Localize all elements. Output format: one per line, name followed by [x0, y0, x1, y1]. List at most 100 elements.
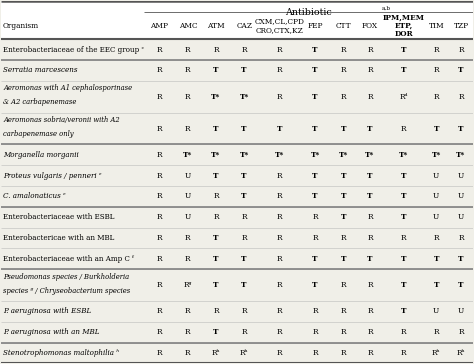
Text: T: T: [213, 328, 219, 336]
Text: T: T: [367, 124, 373, 132]
Text: R: R: [458, 234, 464, 242]
Text: Aeromonas sobria/veronii with A2: Aeromonas sobria/veronii with A2: [3, 116, 119, 124]
Text: R: R: [276, 307, 282, 315]
Text: T: T: [312, 281, 318, 289]
Text: R: R: [213, 46, 219, 54]
Text: T: T: [312, 46, 318, 54]
Text: R: R: [367, 307, 373, 315]
Text: T: T: [401, 66, 406, 74]
Text: T: T: [434, 124, 439, 132]
Text: R: R: [276, 193, 282, 201]
Text: R: R: [156, 46, 162, 54]
Text: T: T: [367, 193, 373, 201]
Text: CAZ: CAZ: [236, 22, 252, 30]
Text: species ᵍ / Chryseobacterium species: species ᵍ / Chryseobacterium species: [3, 286, 130, 294]
Text: T: T: [312, 193, 318, 201]
Text: T: T: [401, 281, 406, 289]
Text: R: R: [458, 328, 464, 336]
Text: ETP,: ETP,: [394, 22, 413, 30]
Text: R: R: [185, 234, 191, 242]
Text: T: T: [401, 193, 406, 201]
Text: R: R: [434, 234, 439, 242]
Text: T*: T*: [211, 93, 220, 101]
Text: R: R: [401, 124, 406, 132]
Text: R: R: [185, 93, 191, 101]
Text: T: T: [401, 46, 406, 54]
Text: R: R: [340, 66, 346, 74]
Text: R: R: [156, 172, 162, 179]
Text: T: T: [401, 172, 406, 179]
Text: T: T: [241, 124, 247, 132]
Text: CTT: CTT: [336, 22, 351, 30]
Text: R: R: [367, 328, 373, 336]
Text: R: R: [401, 328, 406, 336]
Text: R: R: [156, 124, 162, 132]
Text: R: R: [340, 234, 346, 242]
Text: U: U: [433, 307, 439, 315]
Text: R: R: [340, 307, 346, 315]
Text: T*: T*: [432, 151, 441, 159]
Text: T: T: [312, 172, 318, 179]
Text: T: T: [241, 255, 247, 263]
Text: FEP: FEP: [307, 22, 323, 30]
Text: U: U: [185, 172, 191, 179]
Text: R: R: [276, 328, 282, 336]
Text: U: U: [433, 193, 439, 201]
Text: T: T: [340, 213, 346, 221]
Text: T: T: [401, 213, 406, 221]
Text: T: T: [213, 281, 219, 289]
Text: T: T: [241, 193, 247, 201]
Text: T*: T*: [239, 151, 249, 159]
Text: R: R: [213, 213, 219, 221]
Text: R: R: [185, 255, 191, 263]
Text: U: U: [458, 307, 464, 315]
Text: AMC: AMC: [179, 22, 197, 30]
Text: T*: T*: [310, 151, 320, 159]
Text: R: R: [276, 93, 282, 101]
Text: & A2 carbapenemase: & A2 carbapenemase: [3, 98, 76, 106]
Text: T: T: [458, 255, 464, 263]
Text: R: R: [241, 234, 247, 242]
Text: R: R: [156, 281, 162, 289]
Text: T: T: [213, 66, 219, 74]
Text: U: U: [458, 193, 464, 201]
Text: T: T: [458, 281, 464, 289]
Text: CRO,CTX,KZ: CRO,CTX,KZ: [255, 26, 303, 34]
Text: Rʰ: Rʰ: [432, 349, 441, 357]
Text: R: R: [276, 255, 282, 263]
Text: Stenotrophomonas maltophilia ʰ: Stenotrophomonas maltophilia ʰ: [3, 349, 119, 357]
Text: T: T: [401, 307, 406, 315]
Text: R: R: [340, 328, 346, 336]
Text: R: R: [401, 349, 406, 357]
Text: Aeromonas with A1 cephalosporinase: Aeromonas with A1 cephalosporinase: [3, 84, 132, 92]
Text: T: T: [312, 66, 318, 74]
Text: R: R: [312, 307, 318, 315]
Text: T: T: [340, 124, 346, 132]
Text: T: T: [434, 255, 439, 263]
Text: R: R: [276, 213, 282, 221]
Text: R: R: [367, 213, 373, 221]
Text: T: T: [340, 172, 346, 179]
Text: T: T: [312, 124, 318, 132]
Text: T: T: [340, 193, 346, 201]
Text: R: R: [156, 349, 162, 357]
Text: R: R: [276, 281, 282, 289]
Text: R: R: [312, 234, 318, 242]
Text: R: R: [458, 93, 464, 101]
Text: Pseudomonas species / Burkholderia: Pseudomonas species / Burkholderia: [3, 273, 129, 281]
Text: T: T: [367, 255, 373, 263]
Text: R: R: [185, 46, 191, 54]
Text: R: R: [185, 349, 191, 357]
Text: a,b: a,b: [382, 6, 391, 11]
Text: R: R: [156, 193, 162, 201]
Text: R: R: [241, 328, 247, 336]
Text: R: R: [340, 93, 346, 101]
Text: R: R: [401, 234, 406, 242]
Text: Serratia marcescens: Serratia marcescens: [3, 66, 78, 74]
Text: ATM: ATM: [207, 22, 225, 30]
Text: FOX: FOX: [362, 22, 378, 30]
Text: R: R: [241, 46, 247, 54]
Text: R: R: [367, 46, 373, 54]
Text: U: U: [458, 172, 464, 179]
Text: R: R: [276, 66, 282, 74]
